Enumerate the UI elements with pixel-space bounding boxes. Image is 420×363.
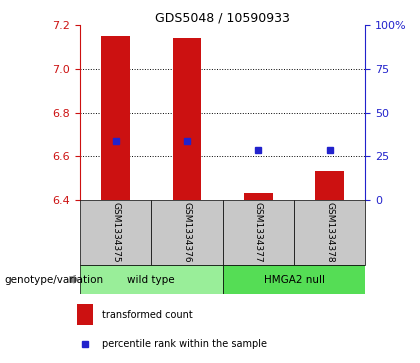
Bar	[77, 304, 92, 325]
Bar	[80, 200, 151, 265]
Bar	[315, 171, 344, 200]
Text: HMGA2 null: HMGA2 null	[263, 274, 325, 285]
Title: GDS5048 / 10590933: GDS5048 / 10590933	[155, 11, 290, 24]
Text: percentile rank within the sample: percentile rank within the sample	[102, 339, 267, 349]
Bar	[101, 36, 130, 200]
Text: GSM1334378: GSM1334378	[325, 202, 334, 263]
Bar	[151, 200, 223, 265]
Text: genotype/variation: genotype/variation	[4, 274, 103, 285]
Bar	[244, 193, 273, 200]
Text: GSM1334375: GSM1334375	[111, 202, 120, 263]
Bar	[80, 265, 223, 294]
Text: GSM1334376: GSM1334376	[182, 202, 192, 263]
Bar	[223, 265, 365, 294]
Bar	[223, 200, 294, 265]
Bar	[173, 38, 201, 200]
Text: wild type: wild type	[127, 274, 175, 285]
Text: transformed count: transformed count	[102, 310, 192, 320]
Bar	[294, 200, 365, 265]
Text: GSM1334377: GSM1334377	[254, 202, 263, 263]
